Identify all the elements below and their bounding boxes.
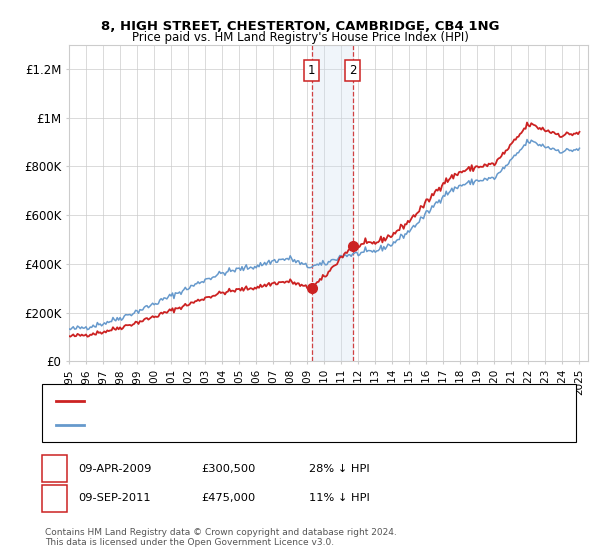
Text: 1: 1 [51, 464, 58, 474]
Text: 09-SEP-2011: 09-SEP-2011 [78, 493, 151, 503]
Text: 1: 1 [308, 64, 316, 77]
Text: £300,500: £300,500 [201, 464, 256, 474]
Text: 11% ↓ HPI: 11% ↓ HPI [309, 493, 370, 503]
Text: Contains HM Land Registry data © Crown copyright and database right 2024.
This d: Contains HM Land Registry data © Crown c… [45, 528, 397, 547]
Text: 09-APR-2009: 09-APR-2009 [78, 464, 151, 474]
Text: Price paid vs. HM Land Registry's House Price Index (HPI): Price paid vs. HM Land Registry's House … [131, 31, 469, 44]
Text: £475,000: £475,000 [201, 493, 255, 503]
Text: 28% ↓ HPI: 28% ↓ HPI [309, 464, 370, 474]
Text: 8, HIGH STREET, CHESTERTON, CAMBRIDGE, CB4 1NG: 8, HIGH STREET, CHESTERTON, CAMBRIDGE, C… [101, 20, 499, 32]
Text: 2: 2 [349, 64, 356, 77]
Bar [312, 45, 353, 361]
Text: HPI: Average price, detached house, Cambridge: HPI: Average price, detached house, Camb… [88, 420, 351, 430]
Text: 2: 2 [51, 493, 58, 503]
Text: 8, HIGH STREET, CHESTERTON, CAMBRIDGE, CB4 1NG (detached house): 8, HIGH STREET, CHESTERTON, CAMBRIDGE, C… [88, 396, 485, 406]
